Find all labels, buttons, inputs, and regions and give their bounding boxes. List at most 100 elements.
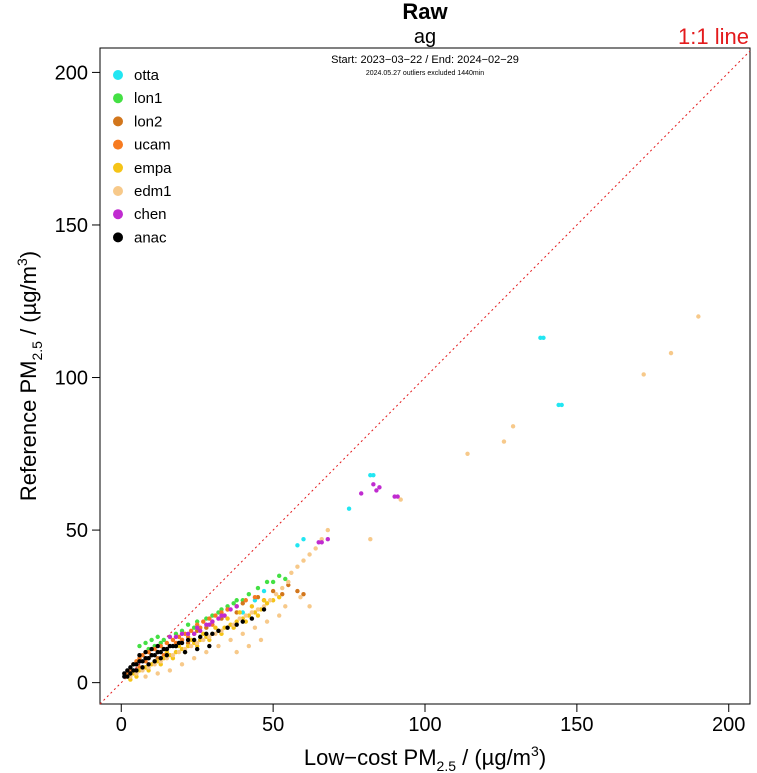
data-point-empa	[179, 646, 185, 652]
legend-marker-lon2	[113, 116, 123, 127]
data-point-edm1	[295, 564, 300, 569]
data-point-anac	[149, 646, 154, 652]
data-point-chen	[392, 494, 397, 499]
data-point-edm1	[140, 668, 145, 673]
data-point-empa	[231, 625, 236, 630]
data-point-edm1	[264, 619, 270, 624]
data-point-chen	[179, 631, 185, 637]
data-point-ucam	[140, 652, 145, 658]
data-point-otta	[559, 402, 564, 408]
y-axis-label-group: Reference PM2.5 / (µg/m3)	[14, 251, 45, 501]
data-point-edm1	[201, 637, 206, 643]
data-point-chen	[194, 625, 200, 630]
data-point-chen	[210, 619, 215, 624]
legend-label-lon1: lon1	[134, 90, 162, 107]
data-point-anac	[140, 659, 145, 664]
data-point-empa	[149, 662, 154, 667]
y-axis-label: Reference PM2.5 / (µg/m3)	[14, 251, 45, 501]
data-point-chen	[319, 540, 324, 545]
data-point-ucam	[213, 613, 218, 618]
data-point-lon1	[270, 579, 276, 585]
chart-title: Raw	[402, 0, 448, 24]
data-point-anac	[207, 643, 212, 649]
data-point-anac	[122, 671, 127, 676]
data-point-lon1	[149, 637, 154, 643]
data-point-ucam	[198, 625, 203, 630]
data-point-lon1	[264, 579, 270, 585]
data-point-anac	[216, 628, 221, 633]
legend-marker-ucam	[113, 139, 123, 150]
data-point-edm1	[283, 604, 288, 609]
data-point-edm1	[243, 613, 248, 618]
data-point-empa	[146, 668, 151, 673]
data-point-edm1	[501, 439, 507, 444]
x-axis: 0 50 100 150 200	[116, 703, 745, 736]
data-point-otta	[261, 588, 267, 594]
data-point-lon1	[283, 576, 288, 582]
data-point-empa	[158, 662, 163, 667]
data-point-empa	[161, 656, 166, 661]
data-point-anac	[128, 671, 133, 676]
data-point-edm1	[280, 585, 285, 591]
y-axis-label-sub: 2.5	[29, 341, 45, 361]
y-tick-label: 0	[77, 673, 88, 695]
data-point-lon1	[185, 622, 191, 627]
data-point-otta	[346, 506, 352, 511]
data-point-empa	[194, 643, 200, 649]
data-point-edm1	[170, 652, 176, 658]
legend-label-anac: anac	[134, 229, 167, 246]
data-point-edm1	[158, 659, 163, 664]
data-point-lon1	[246, 591, 252, 597]
data-point-anac	[155, 643, 160, 649]
data-point-empa	[173, 649, 179, 655]
data-point-edm1	[182, 646, 188, 652]
data-point-edm1	[219, 628, 224, 633]
data-point-edm1	[398, 497, 403, 502]
data-point-chen	[228, 607, 233, 612]
data-point-lon1	[231, 601, 236, 606]
data-point-edm1	[207, 634, 212, 640]
data-point-edm1	[286, 579, 291, 585]
data-point-anac	[198, 634, 203, 640]
x-axis-label-unit: / (µg/m	[456, 745, 531, 770]
legend-label-otta: otta	[134, 67, 160, 84]
y-tick-label: 150	[55, 215, 88, 237]
data-point-otta	[295, 543, 300, 548]
data-point-edm1	[237, 616, 242, 621]
x-tick-label: 100	[408, 714, 441, 736]
data-point-empa	[237, 610, 242, 615]
data-point-lon2	[234, 610, 239, 615]
data-point-anac	[225, 625, 230, 630]
x-tick-label: 150	[560, 714, 593, 736]
data-point-empa	[258, 607, 264, 612]
data-point-chen	[359, 491, 364, 496]
data-point-empa	[170, 656, 176, 661]
data-point-chen	[185, 631, 191, 637]
data-point-edm1	[252, 625, 258, 630]
data-point-ucam	[134, 659, 139, 664]
data-point-edm1	[267, 598, 273, 603]
data-point-empa	[261, 598, 267, 603]
data-point-chen	[191, 631, 197, 637]
data-point-chen	[173, 634, 179, 640]
data-point-edm1	[465, 451, 470, 457]
data-point-lon1	[277, 573, 282, 579]
data-point-ucam	[125, 671, 130, 676]
data-point-ucam	[170, 637, 176, 643]
y-axis-label-main: Reference PM	[16, 360, 41, 501]
data-point-anac	[185, 637, 191, 643]
data-point-lon2	[194, 628, 200, 633]
data-point-ucam	[137, 665, 142, 670]
legend-marker-anac	[113, 232, 123, 243]
data-point-empa	[225, 616, 230, 621]
legend-marker-chen	[113, 209, 123, 220]
data-point-ucam	[176, 634, 182, 640]
data-point-anac	[261, 607, 267, 612]
data-point-ucam	[143, 659, 148, 664]
data-point-empa	[176, 643, 182, 649]
one-to-one-line	[99, 50, 751, 705]
data-point-edm1	[143, 674, 148, 679]
data-point-edm1	[313, 546, 318, 551]
data-point-empa	[185, 643, 191, 649]
data-point-edm1	[234, 649, 239, 655]
